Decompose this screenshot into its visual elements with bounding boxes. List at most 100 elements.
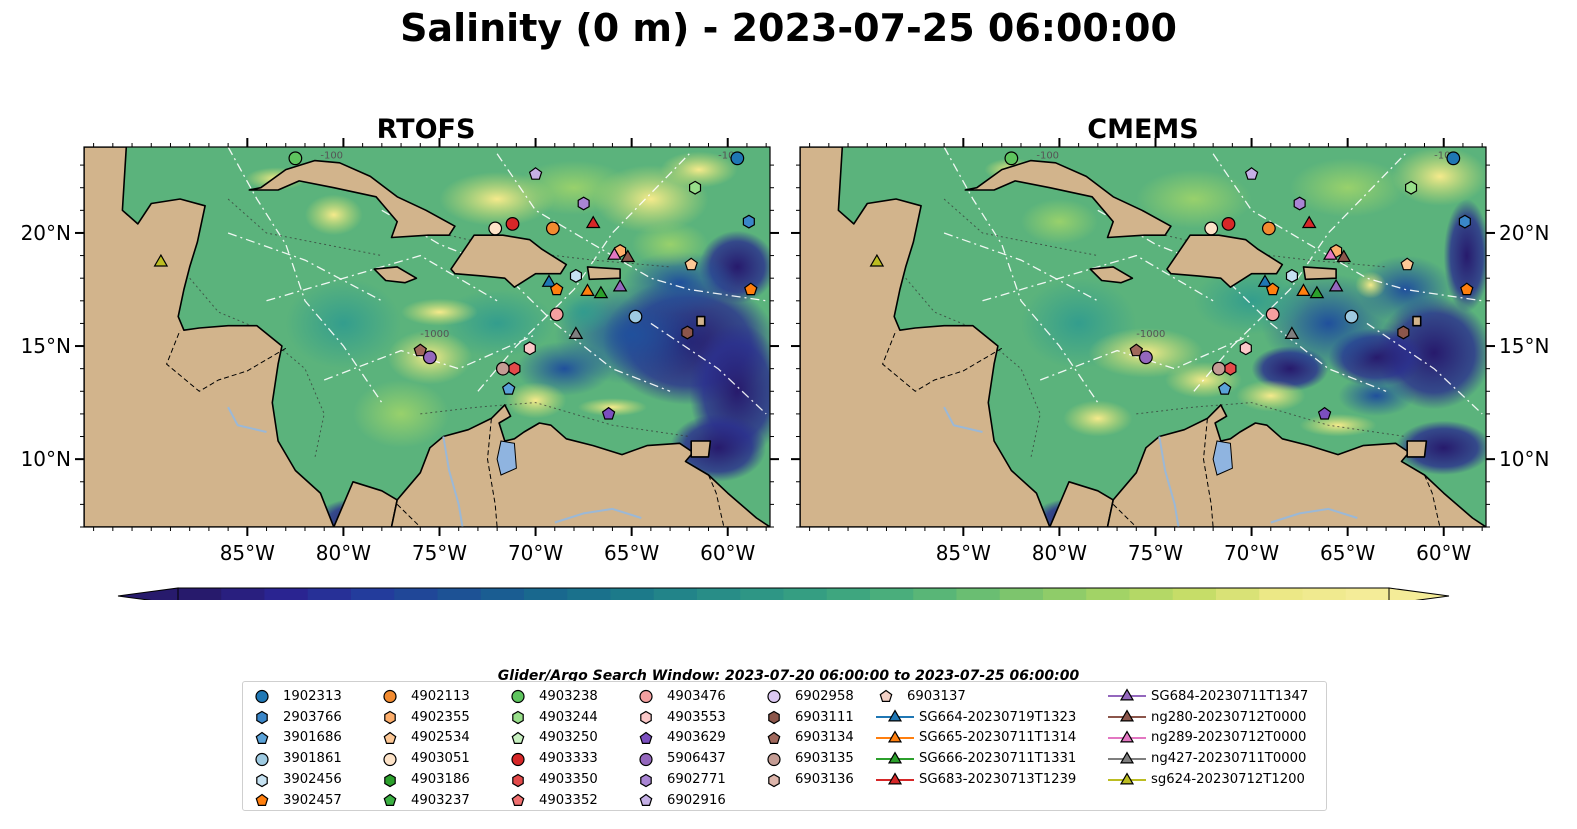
legend-label: SG664-20230719T1323 bbox=[919, 709, 1077, 725]
legend-marker-hexagon bbox=[256, 710, 268, 725]
legend-marker-hexagon bbox=[768, 773, 780, 787]
salinity-patch-low bbox=[1443, 199, 1486, 313]
colorbar-extend-low bbox=[117, 587, 179, 600]
map-panel-rtofs: -100 -1000 -100 85°W 80°W 75°W 70°W 65°W 60°W 20°… bbox=[21, 138, 779, 565]
lat-tick-label: 15°N bbox=[21, 334, 71, 358]
legend-column: 1902313 2903766 3901686 3901861 3902456 39024… bbox=[251, 686, 342, 811]
bathymetry-contour bbox=[227, 198, 382, 257]
legend-item: 5906437 bbox=[635, 748, 726, 769]
colorbar-segment bbox=[610, 588, 655, 600]
salinity-patch-lgreen bbox=[631, 221, 709, 267]
bathymetry-label: -100 bbox=[1036, 150, 1059, 161]
obs-marker-4903553 bbox=[523, 341, 536, 356]
legend-label: sg624-20230712T1200 bbox=[1151, 772, 1305, 788]
panel-title-rtofs: RTOFS bbox=[376, 114, 476, 145]
obs-marker-6902771 bbox=[1293, 196, 1306, 211]
obs-marker-3902456 bbox=[1285, 268, 1299, 283]
legend-item: 4902355 bbox=[379, 707, 470, 728]
lon-tick-label: 60°W bbox=[1416, 541, 1471, 565]
obs-marker-3901686 bbox=[501, 381, 516, 395]
legend-marker-hexagon bbox=[640, 773, 652, 787]
legend-item: 3901686 bbox=[251, 728, 342, 749]
obs-marker-sg664-20230719t1323 bbox=[1257, 274, 1273, 287]
legend-label: 4903244 bbox=[539, 709, 598, 725]
legend-item: 6903111 bbox=[763, 707, 854, 728]
river bbox=[1158, 436, 1180, 527]
colorbar: 34.634.935.235.535.836.136.436.7Salinity… bbox=[117, 587, 1450, 600]
legend-marker-pentagon bbox=[639, 731, 653, 744]
colorbar-segment bbox=[307, 588, 352, 600]
lon-tick-label: 75°W bbox=[1128, 541, 1183, 565]
legend-marker-circle bbox=[767, 752, 781, 766]
obs-marker-sg624-20230712t1200 bbox=[153, 253, 169, 267]
legend-marker-triangle bbox=[1119, 688, 1135, 701]
obs-marker-sg624-20230712t1200 bbox=[869, 253, 885, 267]
lon-tick-label: 85°W bbox=[936, 541, 991, 565]
legend-item: SG664-20230719T1323 bbox=[875, 707, 1076, 728]
land-trinidad bbox=[690, 440, 712, 458]
obs-marker-4902113 bbox=[1261, 221, 1276, 236]
bathymetry-label: -100 bbox=[320, 150, 343, 161]
eez-boundary bbox=[227, 232, 383, 302]
obs-marker-sg684-20230711t1347 bbox=[1328, 278, 1344, 292]
river bbox=[1270, 507, 1358, 524]
legend-marker-triangle bbox=[887, 730, 903, 743]
obs-marker-2903766 bbox=[742, 214, 755, 229]
legend-marker-circle bbox=[255, 752, 269, 766]
legend-label: 4903333 bbox=[539, 751, 598, 767]
legend-marker-circle bbox=[383, 752, 397, 766]
legend-item: 3902456 bbox=[251, 769, 342, 790]
country-border bbox=[166, 330, 287, 392]
lon-tick-label: 65°W bbox=[604, 541, 659, 565]
salinity-patch-lgreen bbox=[1290, 158, 1406, 218]
colorbar-segment bbox=[178, 588, 222, 600]
bathymetry-contour bbox=[189, 277, 325, 460]
legend-label: 4903186 bbox=[411, 772, 470, 788]
eez-boundary bbox=[323, 334, 536, 381]
legend-label: 4903051 bbox=[411, 751, 470, 767]
legend-marker-circle bbox=[767, 690, 781, 704]
country-border bbox=[396, 504, 421, 527]
colorbar-segment bbox=[480, 588, 525, 600]
legend-item: 4903350 bbox=[507, 769, 598, 790]
obs-marker-4903629 bbox=[1317, 406, 1332, 420]
panel-title-cmems: CMEMS bbox=[1087, 114, 1199, 145]
country-border bbox=[1112, 504, 1137, 527]
eez-boundary bbox=[1366, 322, 1483, 415]
legend-label: SG665-20230711T1314 bbox=[919, 730, 1077, 746]
colorbar-segment bbox=[999, 588, 1044, 600]
colorbar-segment bbox=[870, 588, 914, 600]
colorbar-segment bbox=[697, 588, 741, 600]
legend-marker-circle bbox=[511, 752, 525, 766]
legend-marker-hexagon bbox=[256, 773, 268, 787]
map-panel-cmems: -100 -1000 -100 85°W 80°W 75°W 70°W 65°W 60°W 20°… bbox=[791, 138, 1549, 565]
legend: 1902313 2903766 3901686 3901861 3902456 39024… bbox=[242, 681, 1327, 811]
country-border bbox=[1202, 418, 1214, 527]
legend-label: 3902456 bbox=[283, 772, 342, 788]
legend-column: 4902113 4902355 4902534 4903051 4903186 49032… bbox=[379, 686, 470, 811]
land-south-america bbox=[1106, 404, 1486, 527]
legend-item: SG665-20230711T1314 bbox=[875, 728, 1076, 749]
legend-item: 4903186 bbox=[379, 769, 470, 790]
legend-item: 4902534 bbox=[379, 728, 470, 749]
legend-label: SG684-20230711T1347 bbox=[1151, 688, 1309, 704]
salinity-patch-mid bbox=[1193, 266, 1310, 335]
obs-marker-3902457 bbox=[1460, 282, 1474, 296]
colorbar-extend-high bbox=[1388, 587, 1450, 600]
legend-marker-triangle bbox=[887, 709, 903, 722]
obs-marker-ng280-20230712t0000 bbox=[1336, 249, 1352, 263]
river bbox=[442, 436, 464, 527]
salinity-patch-lgreen bbox=[1136, 169, 1252, 229]
legend-label: 4903250 bbox=[539, 730, 598, 746]
land-south-america bbox=[390, 404, 770, 527]
legend-item: 1902313 bbox=[251, 686, 342, 707]
obs-marker-2903766 bbox=[1458, 214, 1471, 229]
legend-label: 6903137 bbox=[907, 688, 966, 704]
obs-marker-4902113 bbox=[545, 221, 560, 236]
country-border bbox=[486, 418, 498, 527]
legend-item: 3901861 bbox=[251, 748, 342, 769]
legend-column: 6903137 SG664-20230719T1323 SG665-20230711… bbox=[875, 686, 1076, 790]
lat-tick-label: 20°N bbox=[21, 221, 71, 245]
legend-label: SG683-20230713T1239 bbox=[919, 772, 1077, 788]
colorbar-segment bbox=[264, 588, 309, 600]
